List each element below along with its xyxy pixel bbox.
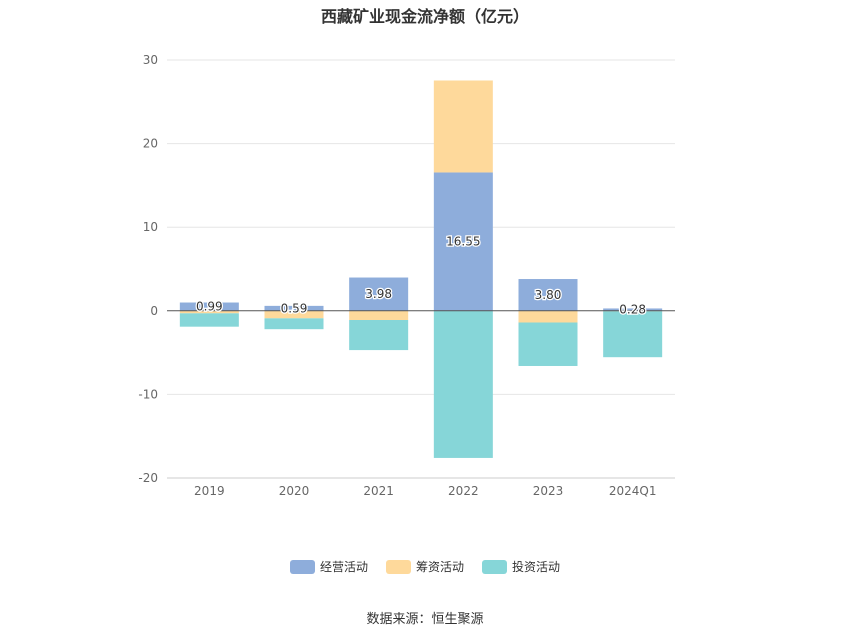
bars — [179, 80, 663, 458]
data-label-2022: 16.55 — [446, 235, 480, 249]
y-tick-label: 10 — [143, 220, 158, 234]
x-tick-label: 2024Q1 — [609, 484, 657, 498]
data-label-2020: 0.59 — [281, 301, 308, 315]
bar-经营活动-2021 — [349, 277, 409, 311]
bar-投资活动-2019 — [179, 313, 239, 327]
data-label-2024Q1: 0.28 — [619, 303, 646, 317]
y-tick-label: 30 — [143, 53, 158, 67]
x-tick-label: 2022 — [448, 484, 479, 498]
bar-筹资活动-2023 — [518, 310, 578, 323]
legend: 经营活动 筹资活动 投资活动 — [0, 558, 850, 575]
bar-投资活动-2021 — [349, 319, 409, 351]
grid-lines — [167, 59, 675, 479]
y-tick-label: 20 — [143, 137, 158, 151]
data-labels: 0.99 0.59 3.98 16.55 3.80 0.28 — [195, 233, 648, 318]
source-note: 数据来源：恒生聚源 — [366, 612, 484, 627]
data-label-2019: 0.99 — [196, 300, 223, 314]
bar-投资活动-2020 — [264, 318, 324, 330]
bar-经营活动-2024Q1 — [603, 308, 663, 311]
x-tick-label: 2019 — [194, 484, 225, 498]
x-axis-ticks: 2019 2020 2021 2022 2023 2024Q1 — [194, 484, 656, 498]
bar-投资活动-2022 — [433, 310, 493, 458]
data-label-2021: 3.98 — [365, 287, 392, 301]
bar-经营活动-2022 — [433, 172, 493, 311]
chart-title: 西藏矿业现金流净额（亿元） — [320, 7, 529, 26]
legend-swatch — [482, 559, 507, 574]
bar-投资活动-2023 — [518, 322, 578, 366]
legend-swatch — [289, 559, 315, 574]
legend-label: 投资活动 — [512, 560, 561, 574]
data-label-2023: 3.80 — [535, 288, 562, 302]
y-tick-label: -10 — [138, 387, 158, 401]
y-axis-ticks: 30 20 10 0 -10 -20 — [138, 53, 158, 485]
legend-label: 筹资活动 — [415, 560, 464, 574]
x-tick-label: 2021 — [363, 484, 394, 498]
y-tick-label: -20 — [138, 471, 158, 485]
bar-筹资活动-2019 — [179, 310, 239, 314]
x-tick-label: 2023 — [533, 484, 564, 498]
legend-item[interactable]: 筹资活动 — [385, 558, 464, 575]
bar-经营活动-2020 — [264, 305, 324, 311]
legend-item[interactable]: 投资活动 — [482, 558, 560, 575]
legend-swatch — [385, 559, 411, 574]
bar-经营活动-2019 — [179, 302, 239, 311]
x-tick-label: 2020 — [279, 484, 310, 498]
bar-筹资活动-2022 — [433, 80, 493, 173]
legend-item[interactable]: 经营活动 — [289, 558, 368, 575]
bar-筹资活动-2021 — [349, 310, 409, 320]
bar-筹资活动-2020 — [264, 310, 324, 319]
legend-label: 经营活动 — [319, 560, 368, 574]
bar-经营活动-2023 — [518, 279, 578, 311]
bar-投资活动-2024Q1 — [603, 311, 663, 358]
zero-line — [167, 310, 675, 479]
y-tick-label: 0 — [150, 304, 158, 318]
